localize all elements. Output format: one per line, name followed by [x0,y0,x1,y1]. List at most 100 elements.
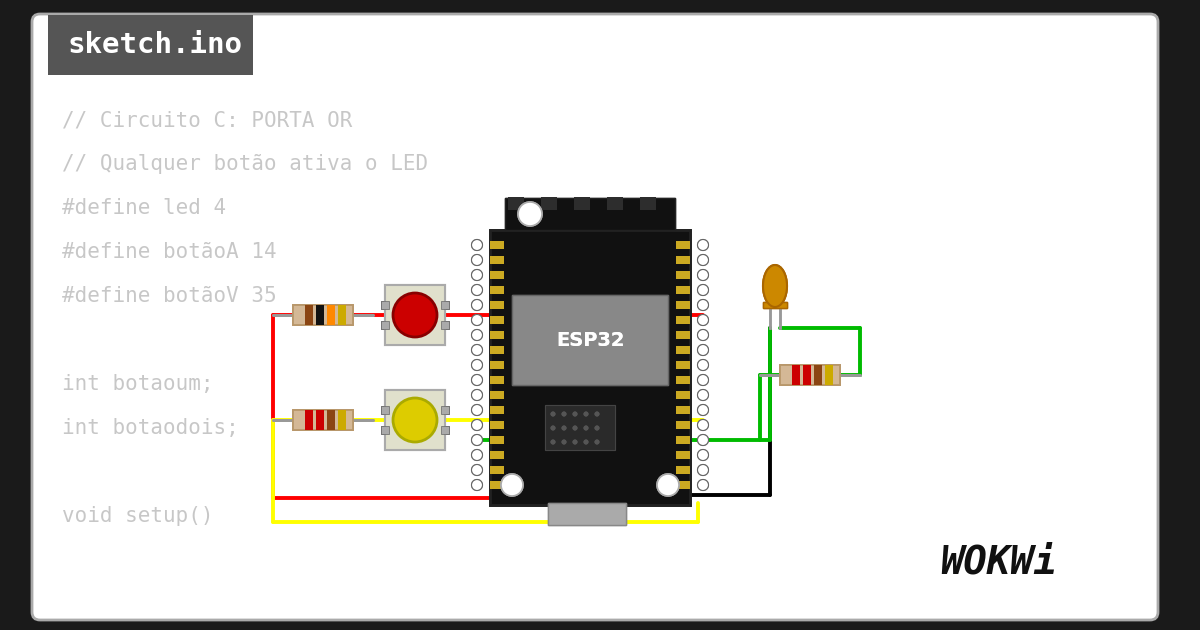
Bar [676,271,690,279]
Bar [676,391,690,399]
Circle shape [472,255,482,265]
Text: #define botãoA 14: #define botãoA 14 [62,242,277,262]
Circle shape [472,479,482,491]
Circle shape [472,345,482,355]
Circle shape [572,440,577,445]
Circle shape [697,420,708,430]
Text: void setup(): void setup() [62,506,214,526]
Text: WOKWi: WOKWi [940,543,1057,581]
Bar [676,241,690,249]
Bar [316,410,324,430]
Bar [803,365,811,385]
Circle shape [697,360,708,370]
Bar [305,305,313,325]
Circle shape [472,360,482,370]
Circle shape [697,479,708,491]
Circle shape [472,420,482,430]
Bar [338,305,346,325]
Bar [382,426,389,434]
Bar [490,481,504,489]
Bar [780,365,840,385]
Bar [385,390,445,450]
Bar [676,481,690,489]
Circle shape [472,404,482,416]
Circle shape [472,374,482,386]
Circle shape [572,411,577,416]
Bar [676,316,690,324]
Bar [676,421,690,429]
Bar [676,436,690,444]
Bar [293,410,353,430]
Circle shape [697,479,708,491]
Circle shape [472,314,482,326]
Bar [792,365,800,385]
Bar [338,410,346,430]
Circle shape [572,411,577,416]
Circle shape [394,398,437,442]
Bar [676,451,690,459]
Text: int botaodois;: int botaodois; [62,418,239,438]
Circle shape [697,360,708,370]
Circle shape [551,440,556,445]
Circle shape [697,314,708,326]
Bar [442,301,449,309]
Circle shape [472,285,482,295]
Circle shape [502,474,523,496]
Circle shape [562,411,566,416]
Bar [512,295,668,385]
Bar [640,197,656,210]
Bar [505,198,674,230]
Circle shape [697,285,708,295]
Circle shape [697,285,708,295]
Circle shape [562,411,566,416]
Bar [490,301,504,309]
Circle shape [697,239,708,251]
Circle shape [472,404,482,416]
Bar [676,436,690,444]
Bar [490,436,504,444]
Circle shape [583,411,588,416]
Bar [442,321,449,329]
Circle shape [562,425,566,430]
Bar [490,316,504,324]
Bar [326,305,335,325]
Circle shape [697,299,708,311]
Circle shape [697,255,708,265]
Circle shape [472,270,482,280]
Bar [676,256,690,264]
Bar [676,286,690,294]
Bar [490,376,504,384]
Circle shape [594,440,600,445]
Circle shape [697,404,708,416]
Circle shape [697,314,708,326]
Bar [676,376,690,384]
Bar [676,451,690,459]
Bar [490,230,690,505]
Bar [382,301,389,309]
Circle shape [472,464,482,476]
Bar [442,426,449,434]
Bar [382,321,389,329]
Ellipse shape [763,265,787,307]
Bar [326,410,335,430]
Bar [490,301,504,309]
Circle shape [472,329,482,340]
Bar [676,361,690,369]
Bar [763,302,787,308]
Bar [508,197,524,210]
Circle shape [572,425,577,430]
Bar [305,305,313,325]
Circle shape [472,270,482,280]
Bar [676,316,690,324]
Circle shape [583,411,588,416]
Circle shape [472,345,482,355]
Bar [442,426,449,434]
Bar [490,230,690,505]
Circle shape [472,374,482,386]
Text: ESP32: ESP32 [556,331,624,350]
Bar [508,197,524,210]
Bar [442,406,449,414]
Bar [512,295,668,385]
Circle shape [562,440,566,445]
Bar [548,503,626,525]
